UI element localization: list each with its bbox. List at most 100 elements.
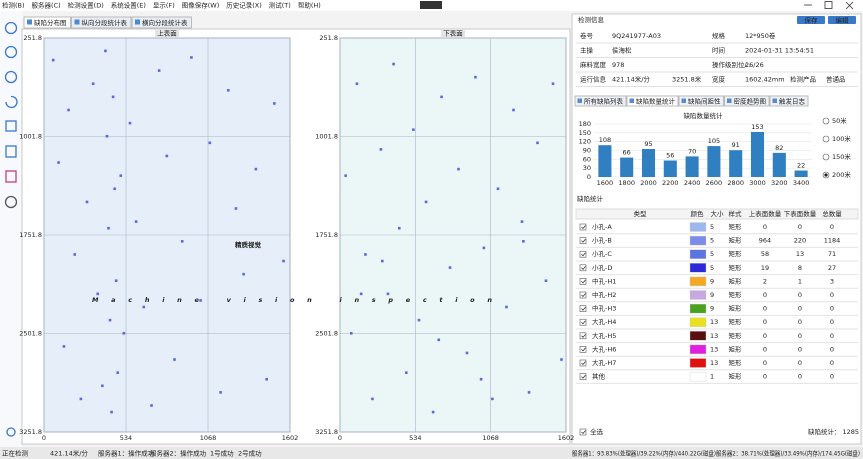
defect-point	[397, 226, 401, 230]
menu-item[interactable]: 服务器(C)	[32, 1, 61, 10]
checkbox[interactable]	[579, 278, 587, 285]
menu-item[interactable]: 历史记录(X)	[226, 1, 262, 10]
menu-item[interactable]: 测试(T)	[269, 1, 291, 10]
stat-tab-icon	[681, 98, 686, 103]
tab-label[interactable]: 横向分段统计表	[142, 18, 188, 27]
refresh-icon[interactable]	[5, 95, 18, 109]
defect-point	[142, 305, 146, 309]
button[interactable]	[828, 16, 856, 24]
tab-label[interactable]: 缺陷分布图	[34, 18, 67, 27]
checkbox[interactable]	[579, 428, 587, 436]
button[interactable]	[797, 16, 825, 24]
close[interactable]	[845, 1, 854, 10]
defect-point	[465, 351, 469, 355]
radio-label[interactable]: 200米	[832, 170, 851, 179]
pause-icon[interactable]	[4, 45, 18, 59]
drag-handle[interactable]	[420, 1, 442, 9]
checkbox[interactable]	[579, 373, 587, 380]
checkbox[interactable]	[579, 332, 587, 340]
defect-point	[560, 358, 563, 361]
count-cell: 0	[798, 318, 802, 326]
stat-tab[interactable]	[724, 95, 770, 107]
tab-label[interactable]: 纵向分段统计表	[82, 18, 128, 27]
count-cell: 0	[763, 373, 767, 381]
style-cell: 矩形	[729, 290, 743, 299]
checkbox[interactable]	[579, 359, 587, 367]
count-cell: 0	[798, 332, 802, 340]
start-icon[interactable]	[4, 21, 18, 35]
count-cell: 8	[798, 264, 802, 272]
stat-tab[interactable]	[626, 95, 679, 107]
defect-point	[199, 299, 202, 302]
table-header: 类型	[634, 209, 648, 218]
defect-point	[157, 69, 161, 72]
stat-tab-label[interactable]: 所有缺陷列表	[584, 97, 624, 106]
checkbox[interactable]	[579, 291, 587, 299]
table-header: 总数量	[822, 209, 842, 218]
report-icon[interactable]	[5, 145, 17, 158]
defect-point	[457, 167, 460, 171]
count-cell: 0	[763, 223, 767, 231]
defect-point	[62, 345, 66, 348]
stat-tab-label[interactable]: 密度趋势图	[734, 97, 767, 106]
check	[581, 361, 586, 366]
y-tick-label: 251.8	[319, 34, 338, 42]
checkbox[interactable]	[579, 305, 587, 312]
chart-icon[interactable]	[5, 120, 17, 132]
defect-point	[512, 108, 515, 112]
menu-item[interactable]: 显示(F)	[153, 2, 175, 10]
button-label[interactable]: 编辑	[836, 16, 850, 25]
radio-label[interactable]: 100米	[832, 134, 851, 143]
menu-item[interactable]: 图像保存(W)	[182, 1, 220, 10]
tab[interactable]	[23, 16, 71, 29]
tab[interactable]	[71, 16, 132, 29]
x-tick-label: 1800	[618, 179, 635, 187]
select-all[interactable]: 全选	[590, 427, 604, 436]
radio[interactable]	[822, 153, 830, 161]
checkbox[interactable]	[579, 264, 587, 272]
x-tick-label: 534	[120, 434, 132, 442]
stat-tab-label[interactable]: 缺陷数量统计	[636, 97, 676, 106]
stat-tab[interactable]	[769, 95, 809, 107]
bar-value-label: 66	[623, 149, 631, 157]
size-cell: 13	[710, 318, 718, 326]
menu-item[interactable]: 检测(B)	[2, 1, 25, 10]
checkbox[interactable]	[579, 250, 587, 258]
user-icon[interactable]	[6, 427, 16, 437]
image-icon[interactable]	[5, 170, 17, 183]
checkbox[interactable]	[579, 223, 587, 231]
radio-label[interactable]: 150米	[832, 152, 851, 161]
count-cell: 1184	[824, 237, 841, 245]
bar-value-label: 82	[775, 144, 783, 152]
style-cell: 矩形	[729, 276, 743, 285]
color-swatch	[689, 249, 707, 259]
check	[581, 252, 586, 257]
menu-item[interactable]: 帮助(H)	[298, 1, 321, 10]
stop-icon[interactable]	[4, 70, 18, 84]
menu-item[interactable]: 检测设置(D)	[68, 1, 104, 10]
defect-point	[273, 102, 276, 105]
checkbox[interactable]	[579, 318, 587, 326]
button-label[interactable]: 保存	[805, 16, 819, 25]
size-cell: 9	[710, 291, 714, 299]
defect-type: 小孔-D	[592, 263, 612, 272]
tab[interactable]	[131, 16, 192, 29]
maximize[interactable]	[824, 1, 833, 9]
checkbox[interactable]	[579, 237, 587, 244]
checkbox[interactable]	[579, 346, 587, 353]
stat-tab-label[interactable]: 缺陷间距性	[688, 97, 721, 106]
radio[interactable]	[822, 117, 830, 125]
count-cell: 0	[830, 305, 834, 313]
radio-label[interactable]: 50米	[832, 116, 847, 125]
power-icon[interactable]	[4, 195, 18, 209]
menu-item[interactable]: 系统设置(E)	[111, 1, 146, 10]
radio[interactable]	[822, 135, 830, 143]
defect-point	[522, 240, 525, 243]
check	[581, 320, 586, 325]
defect-point	[173, 358, 176, 361]
stat-tab[interactable]	[574, 95, 627, 107]
stat-tab-label[interactable]: 触发日志	[779, 97, 806, 106]
stat-tab[interactable]	[678, 95, 724, 107]
color-swatch	[689, 358, 707, 368]
